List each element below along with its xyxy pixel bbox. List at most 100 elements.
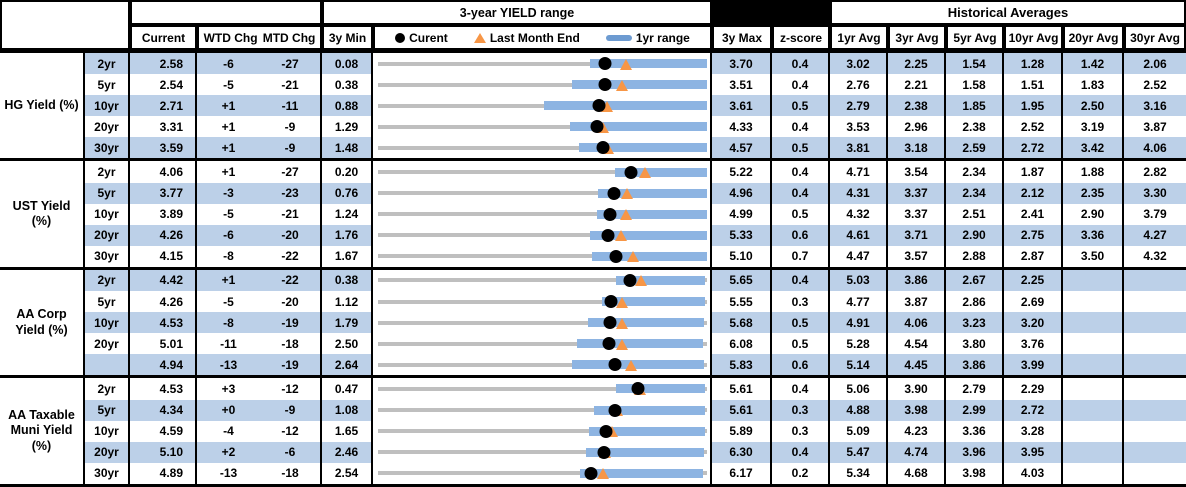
avg-cell (1063, 354, 1124, 376)
range-track (378, 408, 707, 413)
table-row: 2yr 4.06 +1 -27 0.20 5.22 0.4 4.71 3.54 2.34 1.87 1… (85, 161, 1186, 183)
max-3y-cell: 4.33 (712, 116, 772, 138)
mtd-chg-cell: -9 (260, 399, 322, 421)
avg-cell (1063, 333, 1124, 355)
z-score-cell: 0.5 (772, 333, 830, 355)
range-track-wrap (378, 74, 707, 95)
range-chart (373, 245, 712, 267)
last-month-end-marker (621, 188, 634, 200)
avg-cell: 1.54 (946, 53, 1004, 75)
avg-cell: 3.50 (1063, 245, 1124, 267)
avg-cell: 4.06 (1124, 137, 1186, 159)
group-label: HG Yield (%) (0, 53, 85, 159)
table-row: 10yr 4.59 -4 -12 1.65 5.89 0.3 5.09 4.23 3.36 3.28 (85, 420, 1186, 442)
avg-cell: 2.51 (946, 203, 1004, 225)
table-row: 5yr 3.77 -3 -23 0.76 4.96 0.4 4.31 3.37 2.34 2.12 2… (85, 182, 1186, 204)
range-1yr-bar (572, 80, 707, 90)
table-row: 20yr 3.31 +1 -9 1.29 4.33 0.4 3.53 2.96 2.38 2.52 3… (85, 116, 1186, 138)
current-marker (599, 424, 613, 438)
current-marker (597, 445, 611, 459)
legend-1yr-range: 1yr range (605, 31, 690, 45)
current-cell: 3.77 (130, 182, 197, 204)
avg-cell: 4.68 (888, 462, 946, 484)
avg-cell: 3.96 (946, 441, 1004, 463)
range-1yr-bar (616, 275, 706, 285)
avg-cell: 4.54 (888, 333, 946, 355)
avg-cell: 3.98 (946, 462, 1004, 484)
min-3y-cell: 0.38 (322, 269, 373, 292)
mtd-chg-cell: -9 (260, 116, 322, 138)
group-rows: 2yr 4.53 +3 -12 0.47 5.61 0.4 5.06 3.90 2.79 2.29 5… (85, 378, 1186, 484)
range-chart (373, 203, 712, 225)
wtd-chg-cell: -5 (223, 207, 234, 222)
avg-cell: 3.87 (888, 291, 946, 313)
wtd-chg-cell: -11 (220, 336, 237, 351)
wtd-chg-cell: +2 (197, 441, 260, 463)
min-3y-cell: 1.79 (322, 312, 373, 334)
max-3y-cell: 6.30 (712, 441, 772, 463)
max-3y-cell: 6.17 (712, 462, 772, 484)
min-3y-cell: 2.54 (322, 462, 373, 484)
range-track (378, 362, 707, 367)
table-row: 2yr 4.53 +3 -12 0.47 5.61 0.4 5.06 3.90 2.79 2.29 (85, 378, 1186, 400)
range-track (378, 278, 707, 283)
range-track-wrap (378, 463, 707, 484)
max-3y-cell: 5.65 (712, 269, 772, 292)
range-1yr-bar (586, 447, 704, 457)
current-marker (598, 57, 612, 71)
min-3y-cell: 1.48 (322, 137, 373, 159)
avg-cell: 5.14 (830, 354, 888, 376)
max-3y-cell: 5.33 (712, 224, 772, 246)
max-3y-cell: 4.57 (712, 137, 772, 159)
range-track (378, 82, 707, 87)
z-score-cell: 0.4 (772, 269, 830, 292)
min-3y-cell: 0.20 (322, 161, 373, 183)
avg-cell (1063, 462, 1124, 484)
wtd-chg-cell: +3 (221, 381, 236, 396)
range-track-wrap (378, 116, 707, 137)
z-score-cell: 0.5 (772, 95, 830, 117)
current-marker (603, 207, 617, 221)
avg-cell: 2.88 (946, 245, 1004, 267)
table-row: 10yr 2.71 +1 -11 0.88 3.61 0.5 2.79 2.38 1.85 1.95… (85, 95, 1186, 117)
max-3y-cell: 5.89 (712, 420, 772, 442)
range-1yr-bar (579, 143, 707, 153)
avg-cell (1063, 291, 1124, 313)
range-1yr-bar (616, 384, 706, 394)
current-marker (608, 403, 622, 417)
range-track-wrap (378, 442, 707, 463)
tenor-label: 5yr (85, 74, 130, 96)
range-track (378, 170, 707, 175)
last-month-end-marker (620, 58, 633, 70)
mtd-chg-cell: -6 (260, 441, 322, 463)
chart-legend: Curent Last Month End 1yr range (373, 25, 712, 50)
avg-cell: 4.32 (1143, 249, 1167, 264)
avg-cell: 4.47 (830, 245, 888, 267)
current-cell: 4.94 (130, 354, 197, 376)
range-1yr-bar (589, 230, 707, 240)
avg-cell: 2.75 (1004, 224, 1063, 246)
last-month-end-marker (627, 251, 640, 263)
avg-cell: 5.47 (830, 441, 888, 463)
avg-cell: 3.54 (888, 161, 946, 183)
wtd-chg-cell: +1 (197, 137, 260, 159)
current-cell: 4.53 (130, 312, 197, 334)
max-3y-cell: 4.96 (712, 182, 772, 204)
range-chart (373, 333, 712, 355)
wtd-chg-cell: +0 (197, 399, 260, 421)
table-row: 2yr 2.58 -6 -27 0.08 3.70 0.4 3.02 2.25 1.54 1.28 1… (85, 53, 1186, 75)
current-marker (601, 228, 615, 242)
col-header-mtd-chg: MTD Chg (262, 30, 316, 45)
avg-cell: 1.95 (1004, 95, 1063, 117)
col-header-5yr-avg: 5yr Avg (946, 25, 1004, 50)
header-gap (712, 0, 830, 25)
range-chart (373, 441, 712, 463)
current-cell: 4.53 (130, 378, 197, 400)
wtd-chg-cell: -5 (223, 294, 234, 309)
range-chart (373, 53, 712, 75)
avg-cell: 4.74 (888, 441, 946, 463)
range-track-wrap (378, 291, 707, 312)
avg-cell (1124, 269, 1186, 292)
avg-cell: 2.34 (946, 161, 1004, 183)
range-bar-icon (605, 34, 632, 41)
